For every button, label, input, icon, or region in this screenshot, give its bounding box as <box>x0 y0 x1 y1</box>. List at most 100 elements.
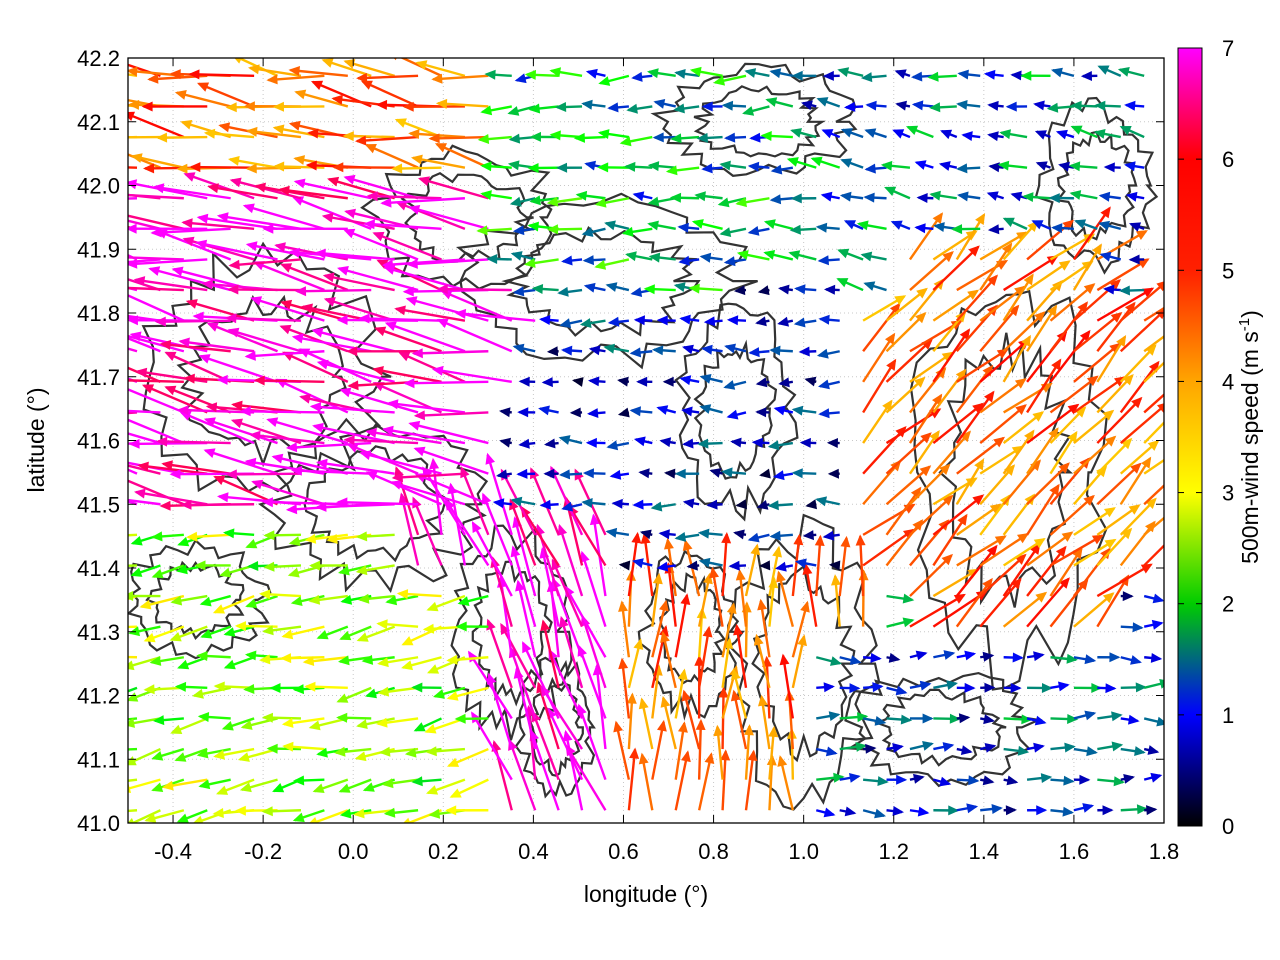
wind-arrow-head <box>857 712 869 723</box>
wind-arrow <box>1096 563 1153 598</box>
wind-arrow <box>321 212 395 231</box>
wind-arrow <box>909 650 928 661</box>
wind-arrow-shaft <box>400 494 420 566</box>
wind-arrow <box>613 720 631 780</box>
wind-arrow-head <box>539 315 551 325</box>
wind-arrow <box>979 285 1026 322</box>
wind-arrow <box>1055 129 1075 140</box>
wind-arrow-head <box>1098 191 1111 202</box>
wind-arrow-head <box>280 653 292 664</box>
wind-arrow <box>647 161 676 172</box>
wind-arrow-head <box>228 259 240 270</box>
wind-arrow-head <box>411 682 423 693</box>
wind-arrow-head <box>254 182 266 193</box>
wind-arrow-head <box>240 720 253 730</box>
wind-arrow-head <box>717 197 730 208</box>
y-tick-label: 41.4 <box>77 556 120 581</box>
wind-arrow <box>143 684 184 695</box>
wind-arrow <box>681 406 700 417</box>
wind-arrow-head <box>213 475 226 485</box>
wind-arrow-head <box>640 532 651 544</box>
wind-arrow-head <box>755 407 767 418</box>
wind-arrow-head <box>90 266 102 276</box>
wind-arrow-head <box>408 420 421 431</box>
wind-arrow-head <box>1005 805 1017 816</box>
wind-arrow-shaft <box>128 219 161 231</box>
wind-arrow-head <box>956 163 968 174</box>
wind-arrow-head <box>987 131 999 142</box>
wind-arrow-head <box>895 685 908 696</box>
wind-arrow-head <box>760 131 772 141</box>
wind-arrow <box>863 281 887 292</box>
wind-arrow-head <box>658 529 670 540</box>
wind-arrow-head <box>539 499 551 510</box>
wind-arrow <box>820 191 840 202</box>
wind-arrow-head <box>403 817 411 823</box>
wind-arrow <box>1002 538 1046 567</box>
wind-arrow-head <box>357 593 370 604</box>
wind-arrow <box>137 461 208 475</box>
wind-arrow <box>909 351 954 383</box>
wind-arrow-head <box>245 539 258 549</box>
wind-arrow <box>621 226 653 237</box>
wind-arrow-head <box>611 498 623 509</box>
wind-arrow-head <box>113 210 125 220</box>
wind-arrow-head <box>454 713 466 724</box>
wind-arrow <box>1070 125 1098 139</box>
wind-arrow <box>670 133 700 144</box>
wind-arrow-head <box>305 160 317 171</box>
wind-arrow <box>447 747 489 767</box>
wind-arrow <box>979 304 1020 353</box>
wind-arrow <box>817 255 840 266</box>
wind-arrow <box>588 345 606 356</box>
wind-arrow <box>312 778 349 793</box>
wind-arrow <box>1096 462 1142 506</box>
wind-arrow <box>377 656 419 668</box>
wind-arrow <box>627 747 640 811</box>
wind-arrow <box>1072 206 1111 261</box>
wind-arrow <box>777 755 795 811</box>
wind-arrow-head <box>484 69 496 80</box>
wind-arrow <box>933 713 961 724</box>
wind-arrow <box>664 562 677 627</box>
wind-arrow-head <box>631 531 642 544</box>
wind-arrow <box>225 469 301 480</box>
wind-arrow-head <box>413 446 426 457</box>
x-tick-label: 0.6 <box>608 839 639 864</box>
wind-arrow-head <box>84 133 95 143</box>
wind-arrow <box>316 359 395 384</box>
wind-arrow-head <box>840 535 851 548</box>
wind-arrow-head <box>723 380 736 390</box>
wind-arrow-head <box>1079 774 1091 785</box>
wind-arrow-shaft <box>293 335 372 353</box>
wind-arrow <box>128 337 161 353</box>
wind-arrow-head <box>929 190 941 201</box>
wind-arrow-head <box>428 808 441 819</box>
wind-arrow-shaft <box>1096 287 1154 322</box>
terrain-contour-line <box>693 339 778 480</box>
wind-arrow-head <box>968 775 980 786</box>
wind-arrow-shaft <box>386 322 466 353</box>
wind-arrow <box>583 282 606 293</box>
wind-arrow <box>895 100 911 111</box>
wind-arrow <box>790 193 817 204</box>
wind-arrow-head <box>359 450 372 460</box>
wind-arrow-head <box>779 653 790 666</box>
wind-arrow-shaft <box>180 340 255 353</box>
wind-arrow-head <box>1017 533 1029 544</box>
wind-arrow-head <box>375 99 388 110</box>
wind-arrow <box>521 641 560 719</box>
wind-arrow <box>791 600 810 658</box>
wind-arrow <box>1143 516 1164 536</box>
wind-arrow-head <box>379 746 391 757</box>
wind-arrow <box>559 615 584 689</box>
wind-arrow <box>932 430 971 475</box>
terrain-contour-line <box>1034 96 1159 275</box>
wind-arrow-head <box>558 469 571 480</box>
wind-arrow-head <box>148 266 161 276</box>
wind-arrow-head <box>216 212 229 223</box>
wind-arrow-head <box>702 625 713 638</box>
wind-arrow-head <box>794 284 806 295</box>
wind-arrow-shaft <box>273 455 349 475</box>
wind-arrow-head <box>1067 430 1078 443</box>
